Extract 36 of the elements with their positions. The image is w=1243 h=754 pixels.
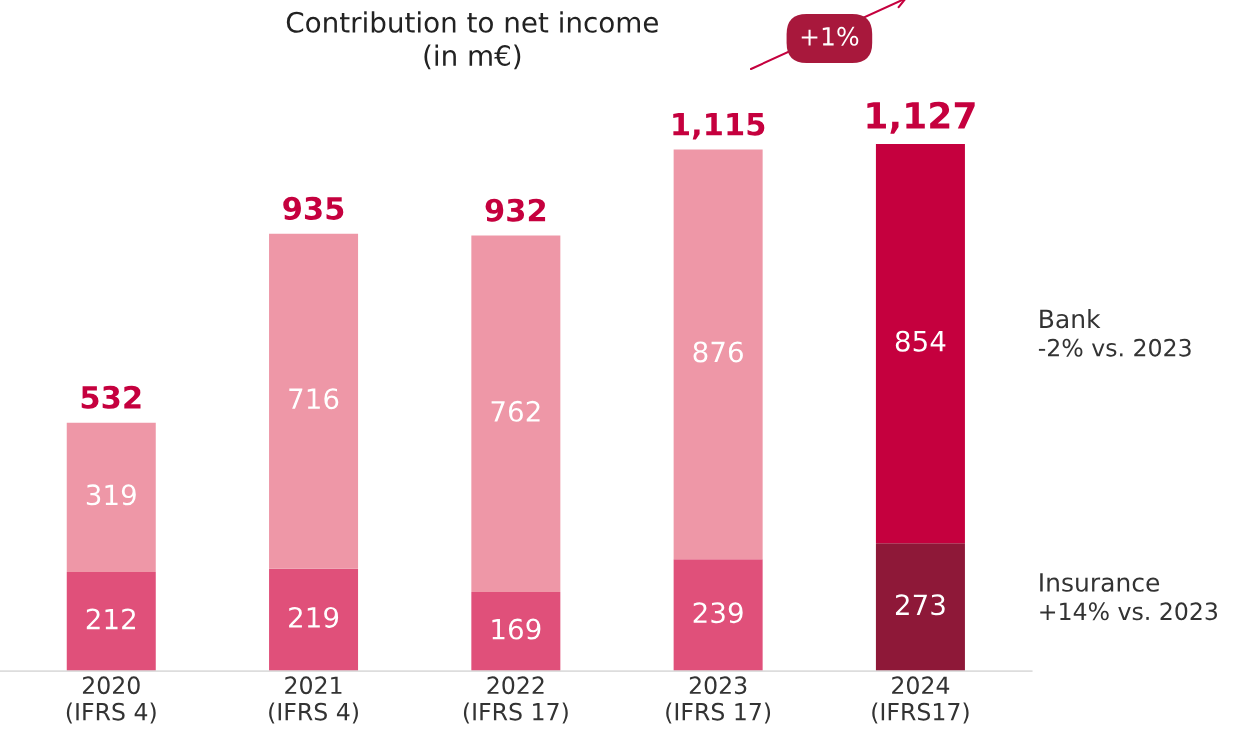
chart-title: Contribution to net income (in m€) <box>286 11 658 70</box>
data-label: 219 <box>289 606 339 628</box>
bar <box>875 543 965 672</box>
bar <box>269 568 359 672</box>
x-tick-label: 2022 (IFRS 17) <box>463 676 568 724</box>
data-label: 716 <box>289 388 339 410</box>
bar <box>471 592 561 672</box>
data-label: 876 <box>693 341 743 363</box>
bar <box>471 235 561 593</box>
bar <box>673 559 763 672</box>
total-label: 932 <box>485 198 546 222</box>
text: +14% vs. 2023 <box>1040 602 1218 621</box>
text: Insurance <box>1040 573 1160 592</box>
data-label: 212 <box>86 608 135 630</box>
x-tick-label: 2021 (IFRS 4) <box>269 676 358 724</box>
bar <box>673 149 763 560</box>
x-tick-label: 2020 (IFRS 4) <box>66 676 156 724</box>
bar <box>66 422 156 572</box>
total-label: 532 <box>81 385 141 409</box>
data-label: 762 <box>491 400 540 422</box>
text: +1% <box>801 26 859 46</box>
data-label: 854 <box>895 330 946 352</box>
data-label: 273 <box>895 594 945 616</box>
data-label: 169 <box>492 618 541 640</box>
bar <box>269 233 359 569</box>
bar <box>875 143 965 544</box>
bar <box>66 571 156 672</box>
total-label: 1,127 <box>867 101 975 134</box>
total-label: 1,115 <box>673 113 765 140</box>
text: -2% vs. 2023 <box>1038 338 1191 357</box>
text: Bank <box>1040 308 1101 329</box>
x-tick-label: 2023 (IFRS 17) <box>666 676 771 724</box>
total-label: 935 <box>283 196 344 220</box>
x-tick-label: 2024 (IFRS17) <box>872 676 969 724</box>
data-label: 319 <box>86 484 136 506</box>
data-label: 239 <box>693 602 743 624</box>
